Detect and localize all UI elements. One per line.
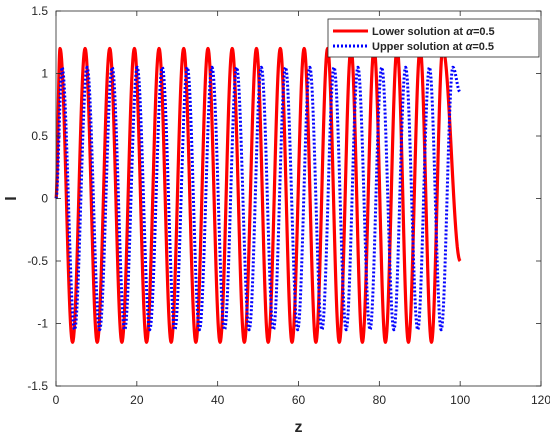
x-tick-label: 120 (531, 393, 550, 407)
legend-lower-symbol: α (466, 26, 474, 38)
y-tick-label: -0.5 (27, 254, 48, 268)
legend-upper-prefix: Upper solution at (372, 41, 466, 53)
x-axis-label: z (295, 419, 303, 436)
x-tick-label: 0 (53, 393, 60, 407)
y-tick-label: 0 (41, 192, 48, 206)
x-tick-label: 80 (373, 393, 387, 407)
y-tick-label: -1 (37, 317, 48, 331)
plot-series (54, 46, 462, 344)
x-tick-label: 100 (450, 393, 470, 407)
y-tick-label: 0.5 (31, 129, 48, 143)
legend: Lower solution at α=0.5 Upper solution a… (327, 18, 540, 58)
x-tick-label: 60 (292, 393, 306, 407)
legend-upper-suffix: =0.5 (472, 41, 494, 53)
axis-ticks: 0 20 40 60 80 100 120 -1.5 -1 -0.5 0 0.5 1 1.5 (27, 4, 550, 407)
x-tick-label: 40 (211, 393, 225, 407)
y-tick-label: -1.5 (27, 379, 48, 393)
legend-entry-upper: Upper solution at α=0.5 (372, 41, 494, 53)
legend-entry-lower: Lower solution at α=0.5 (372, 26, 495, 38)
y-axis-label: I (3, 196, 20, 200)
legend-box (327, 18, 540, 58)
legend-lower-suffix: =0.5 (473, 26, 495, 38)
legend-upper-symbol: α (466, 41, 474, 53)
legend-lower-prefix: Lower solution at (372, 26, 466, 38)
x-tick-label: 20 (130, 393, 144, 407)
y-tick-label: 1.5 (31, 4, 48, 18)
y-tick-label: 1 (41, 67, 48, 81)
series-line-upper (54, 65, 462, 332)
